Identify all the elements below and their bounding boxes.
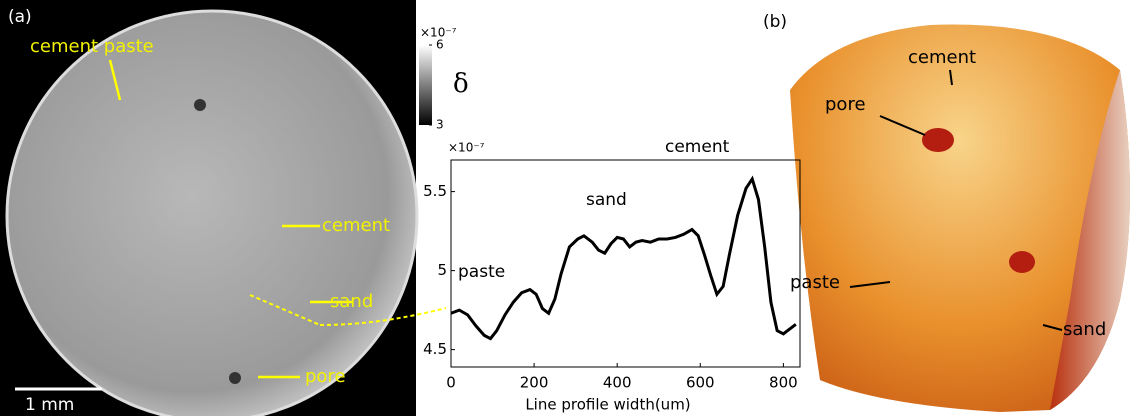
x-axis-label: Line profile width(um) (525, 396, 690, 414)
colorbar (419, 45, 432, 125)
annotation: cement (322, 215, 390, 236)
scale-bar-label: 1 mm (25, 395, 74, 415)
panel-label: (b) (763, 12, 787, 32)
x-tick-label: 600 (686, 374, 715, 392)
y-exponent: ×10⁻⁷ (448, 141, 485, 155)
panel-label: (a) (8, 7, 32, 27)
annotation: pore (305, 366, 346, 387)
x-tick-label: 200 (520, 374, 549, 392)
panel-b-render (790, 25, 1130, 412)
annotation: pore (825, 94, 866, 115)
x-tick-label: 400 (603, 374, 632, 392)
figure: (a) cement paste cement sand pore 1 mm ×… (0, 0, 1137, 416)
y-tick-label: 4.5 (423, 340, 447, 358)
ct-slice (0, 0, 446, 416)
colorbar-tick-label: 6 (436, 38, 444, 52)
x-tick-label: 0 (446, 374, 456, 392)
annotation: cement (665, 137, 730, 157)
x-tick-label: 800 (769, 374, 798, 392)
colorbar-label: δ (453, 69, 469, 99)
annotation: cement paste (30, 36, 154, 57)
annotation: sand (1063, 319, 1106, 340)
y-tick-label: 5.5 (423, 182, 447, 200)
annotation: sand (330, 291, 373, 312)
annotation: sand (586, 190, 627, 210)
annotation: cement (908, 47, 976, 68)
annotation: paste (790, 272, 840, 293)
colorbar-tick-label: 3 (436, 118, 444, 132)
annotation: paste (458, 262, 505, 282)
y-tick-label: 5 (437, 261, 447, 279)
